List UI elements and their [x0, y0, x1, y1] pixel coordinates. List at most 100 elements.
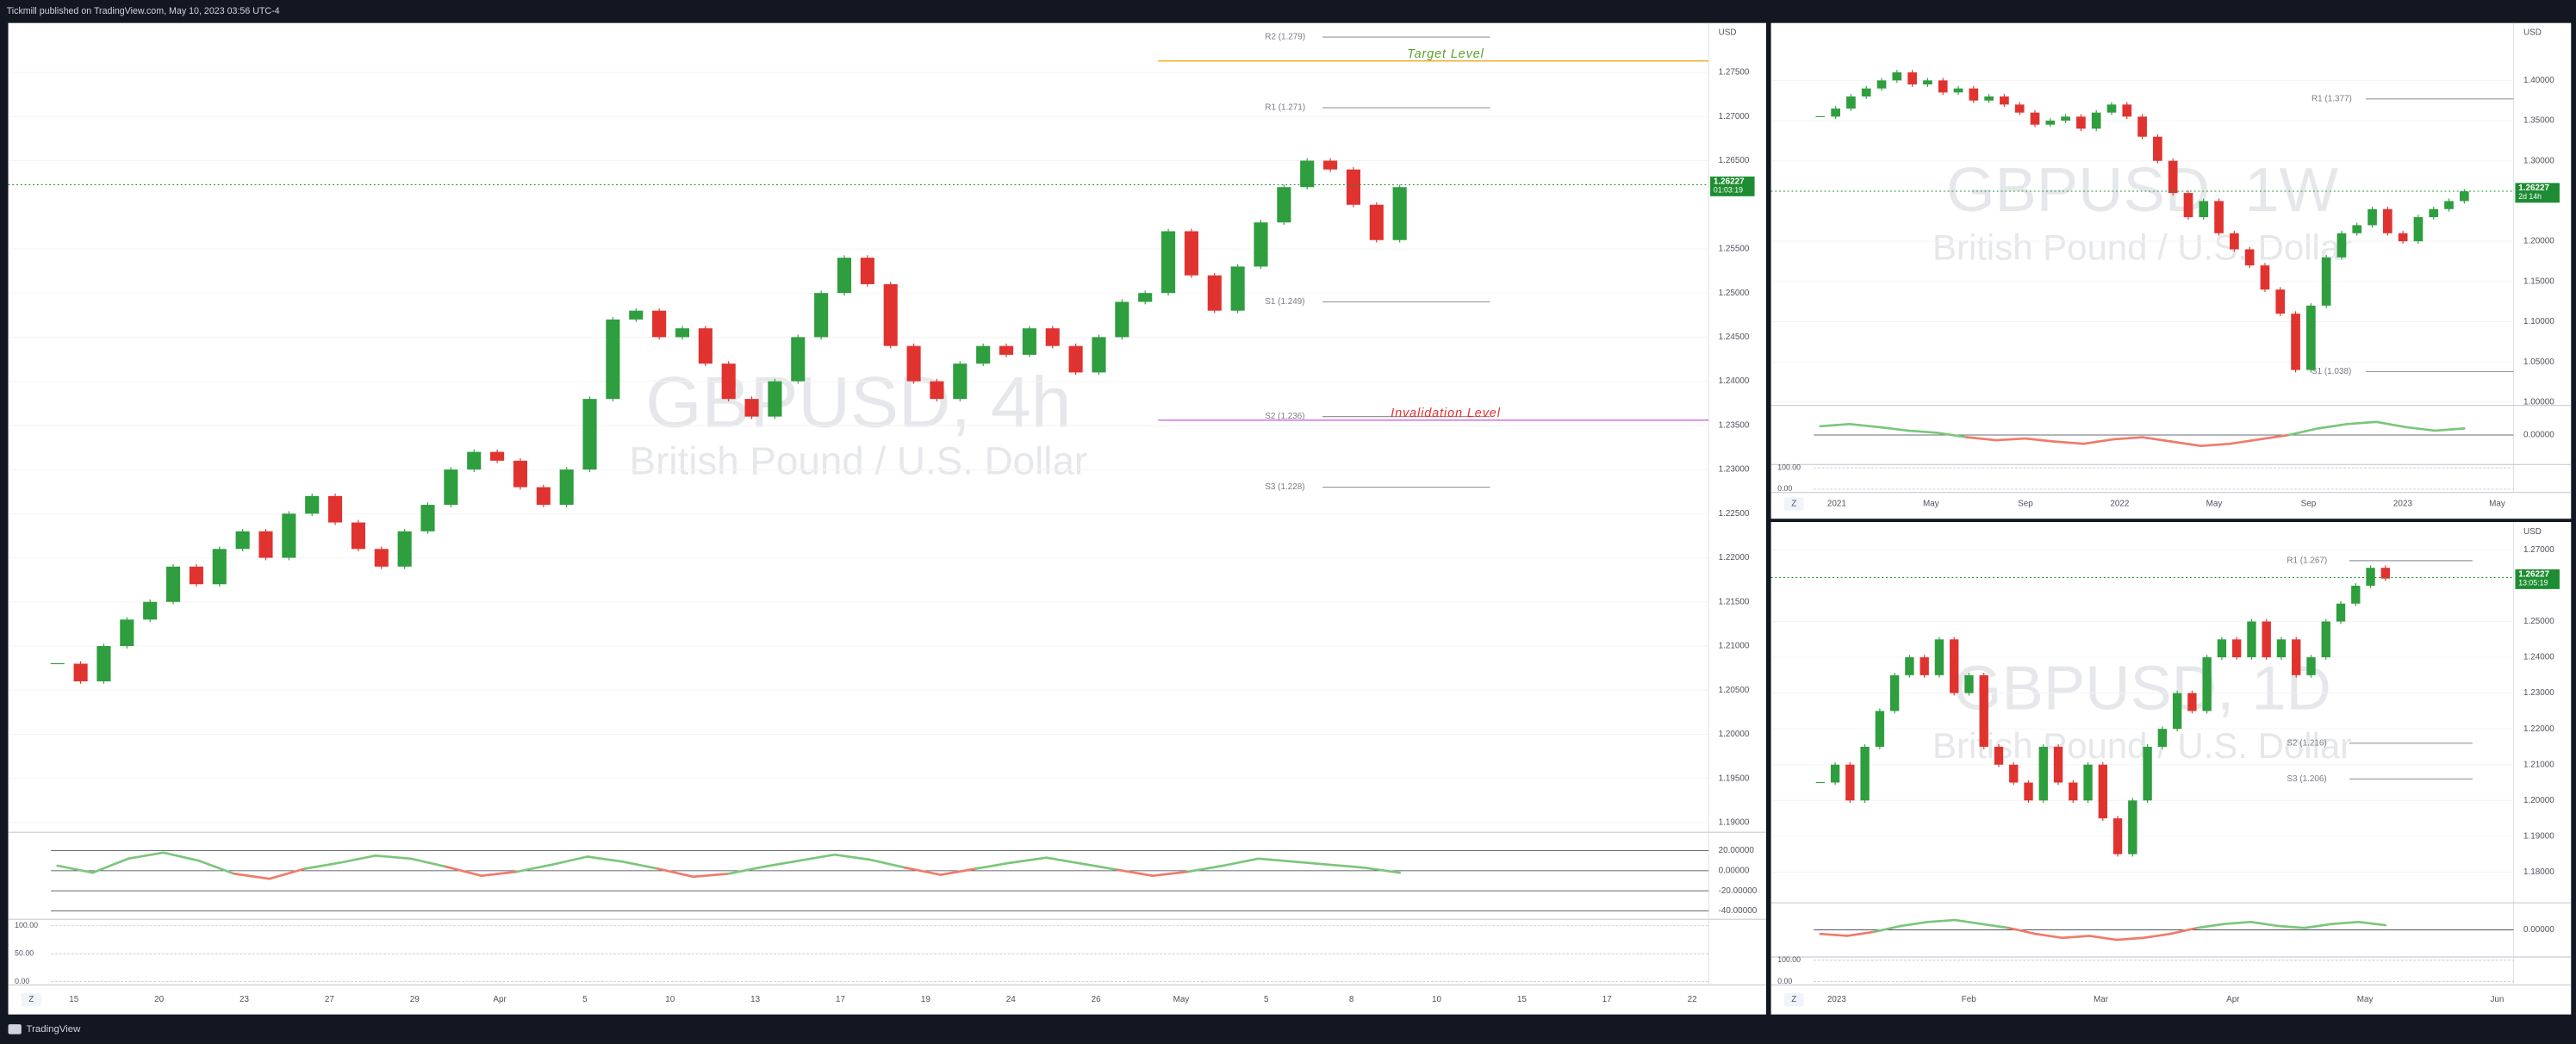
candle: [258, 531, 273, 558]
candle: [397, 531, 412, 567]
oscillator-tick-label: -20.00000: [1719, 886, 1758, 896]
candle: [165, 566, 181, 602]
oscillator-segment: [2303, 923, 2333, 929]
x-tick-label: 19: [921, 995, 931, 1004]
oscillator-segment: [2346, 420, 2378, 426]
oscillator-segment: [2195, 923, 2225, 929]
z-button[interactable]: Z: [1791, 995, 1796, 1004]
candle: [814, 293, 829, 338]
oscillator-segment: [2024, 437, 2056, 443]
candle: [2291, 314, 2300, 370]
oscillator-segment: [1845, 930, 1876, 937]
candle: [2069, 782, 2078, 801]
candle: [1920, 657, 1929, 675]
stoch-tick-label: 100.00: [15, 921, 38, 929]
candle: [1045, 328, 1060, 346]
y-tick-label: 1.10000: [2523, 317, 2554, 326]
y-tick-label: 1.23000: [2523, 688, 2554, 698]
candle: [2306, 305, 2316, 370]
z-button[interactable]: Z: [1791, 500, 1796, 509]
x-tick-label: 15: [69, 995, 79, 1004]
candle: [1115, 301, 1129, 338]
candle: [1889, 674, 1900, 712]
candle: [930, 381, 944, 400]
oscillator-segment: [2115, 936, 2145, 941]
candle: [1138, 293, 1153, 302]
candle: [2321, 621, 2330, 658]
candle: [2351, 585, 2361, 604]
candle: [2030, 112, 2040, 125]
candle: [2187, 693, 2197, 712]
candle: [374, 549, 389, 567]
candle: [328, 495, 343, 523]
y-tick-label: 1.30000: [2523, 156, 2554, 165]
stoch-tick-label: 0.00: [1777, 484, 1792, 493]
oscillator-segment: [656, 867, 695, 879]
candle: [1300, 160, 1315, 188]
x-tick-label: May: [1173, 995, 1190, 1004]
y-tick-label: 1.27000: [1719, 112, 1750, 121]
pivot-label: S3 (1.206): [2287, 774, 2326, 784]
price-tag-value: 1.26227: [2518, 570, 2549, 580]
candle: [1845, 764, 1855, 801]
oscillator-segment: [2053, 440, 2085, 445]
y-tick-label: 1.21000: [1719, 642, 1750, 651]
candle: [2061, 116, 2070, 121]
candle: [1830, 764, 1840, 783]
candle: [1984, 96, 1994, 101]
candle: [2260, 265, 2270, 290]
candle: [2429, 208, 2439, 218]
oscillator-segment: [1257, 857, 1296, 863]
candle: [1184, 231, 1198, 276]
y-tick-label: 1.20000: [2523, 796, 2554, 805]
y-tick-label: 1.25000: [2523, 617, 2554, 626]
candle: [1022, 328, 1036, 355]
x-tick-label: 2022: [2110, 500, 2130, 509]
x-tick-label: 24: [1006, 995, 1017, 1004]
candle: [2112, 818, 2123, 854]
pivot-label: R2 (1.279): [1265, 33, 1305, 42]
candle: [1876, 80, 1887, 89]
x-tick-label: 10: [1432, 995, 1442, 1004]
oscillator-segment: [974, 861, 1013, 870]
candle: [1369, 204, 1384, 240]
oscillator-tick-label: 0.00000: [2523, 431, 2554, 440]
oscillator-segment: [1965, 436, 1998, 442]
candle: [1923, 80, 1932, 85]
price-tag-value: 1.26227: [1714, 177, 1745, 187]
y-tick-label: 1.23000: [1719, 465, 1750, 475]
candle: [120, 619, 134, 646]
stoch-tick-label: 0.00: [15, 977, 29, 985]
oscillator-segment: [2082, 438, 2114, 445]
oscillator-segment: [445, 865, 483, 878]
candle: [189, 566, 203, 585]
oscillator-segment: [798, 853, 837, 862]
watermark-symbol: GBPUSD, 1D: [1953, 653, 2331, 723]
candle: [212, 549, 227, 585]
y-tick-label: 1.24000: [2523, 653, 2554, 662]
oscillator-segment: [56, 864, 95, 874]
candle: [2275, 289, 2286, 314]
candle: [1964, 674, 1974, 693]
stoch-tick-label: 50.00: [15, 949, 34, 958]
oscillator-segment: [2405, 426, 2436, 432]
oscillator-segment: [2223, 921, 2252, 925]
oscillator-segment: [1926, 918, 1957, 923]
candle: [1994, 746, 2004, 765]
candle: [559, 469, 574, 506]
pivot-label: R1 (1.267): [2287, 556, 2327, 566]
oscillator-segment: [1936, 432, 1969, 438]
x-tick-label: 5: [1264, 995, 1269, 1004]
y-tick-label: 1.18000: [2523, 867, 2554, 877]
oscillator-segment: [2141, 436, 2173, 443]
z-button[interactable]: Z: [28, 995, 34, 1004]
candle: [2383, 208, 2392, 233]
oscillator-segment: [1848, 422, 1881, 429]
y-tick-label: 1.20000: [1719, 730, 1750, 739]
candle: [1875, 711, 1885, 747]
candle: [1392, 187, 1407, 240]
watermark-symbol: GBPUSD, 4h: [645, 362, 1071, 443]
candle: [606, 319, 620, 400]
candle: [1346, 169, 1361, 205]
